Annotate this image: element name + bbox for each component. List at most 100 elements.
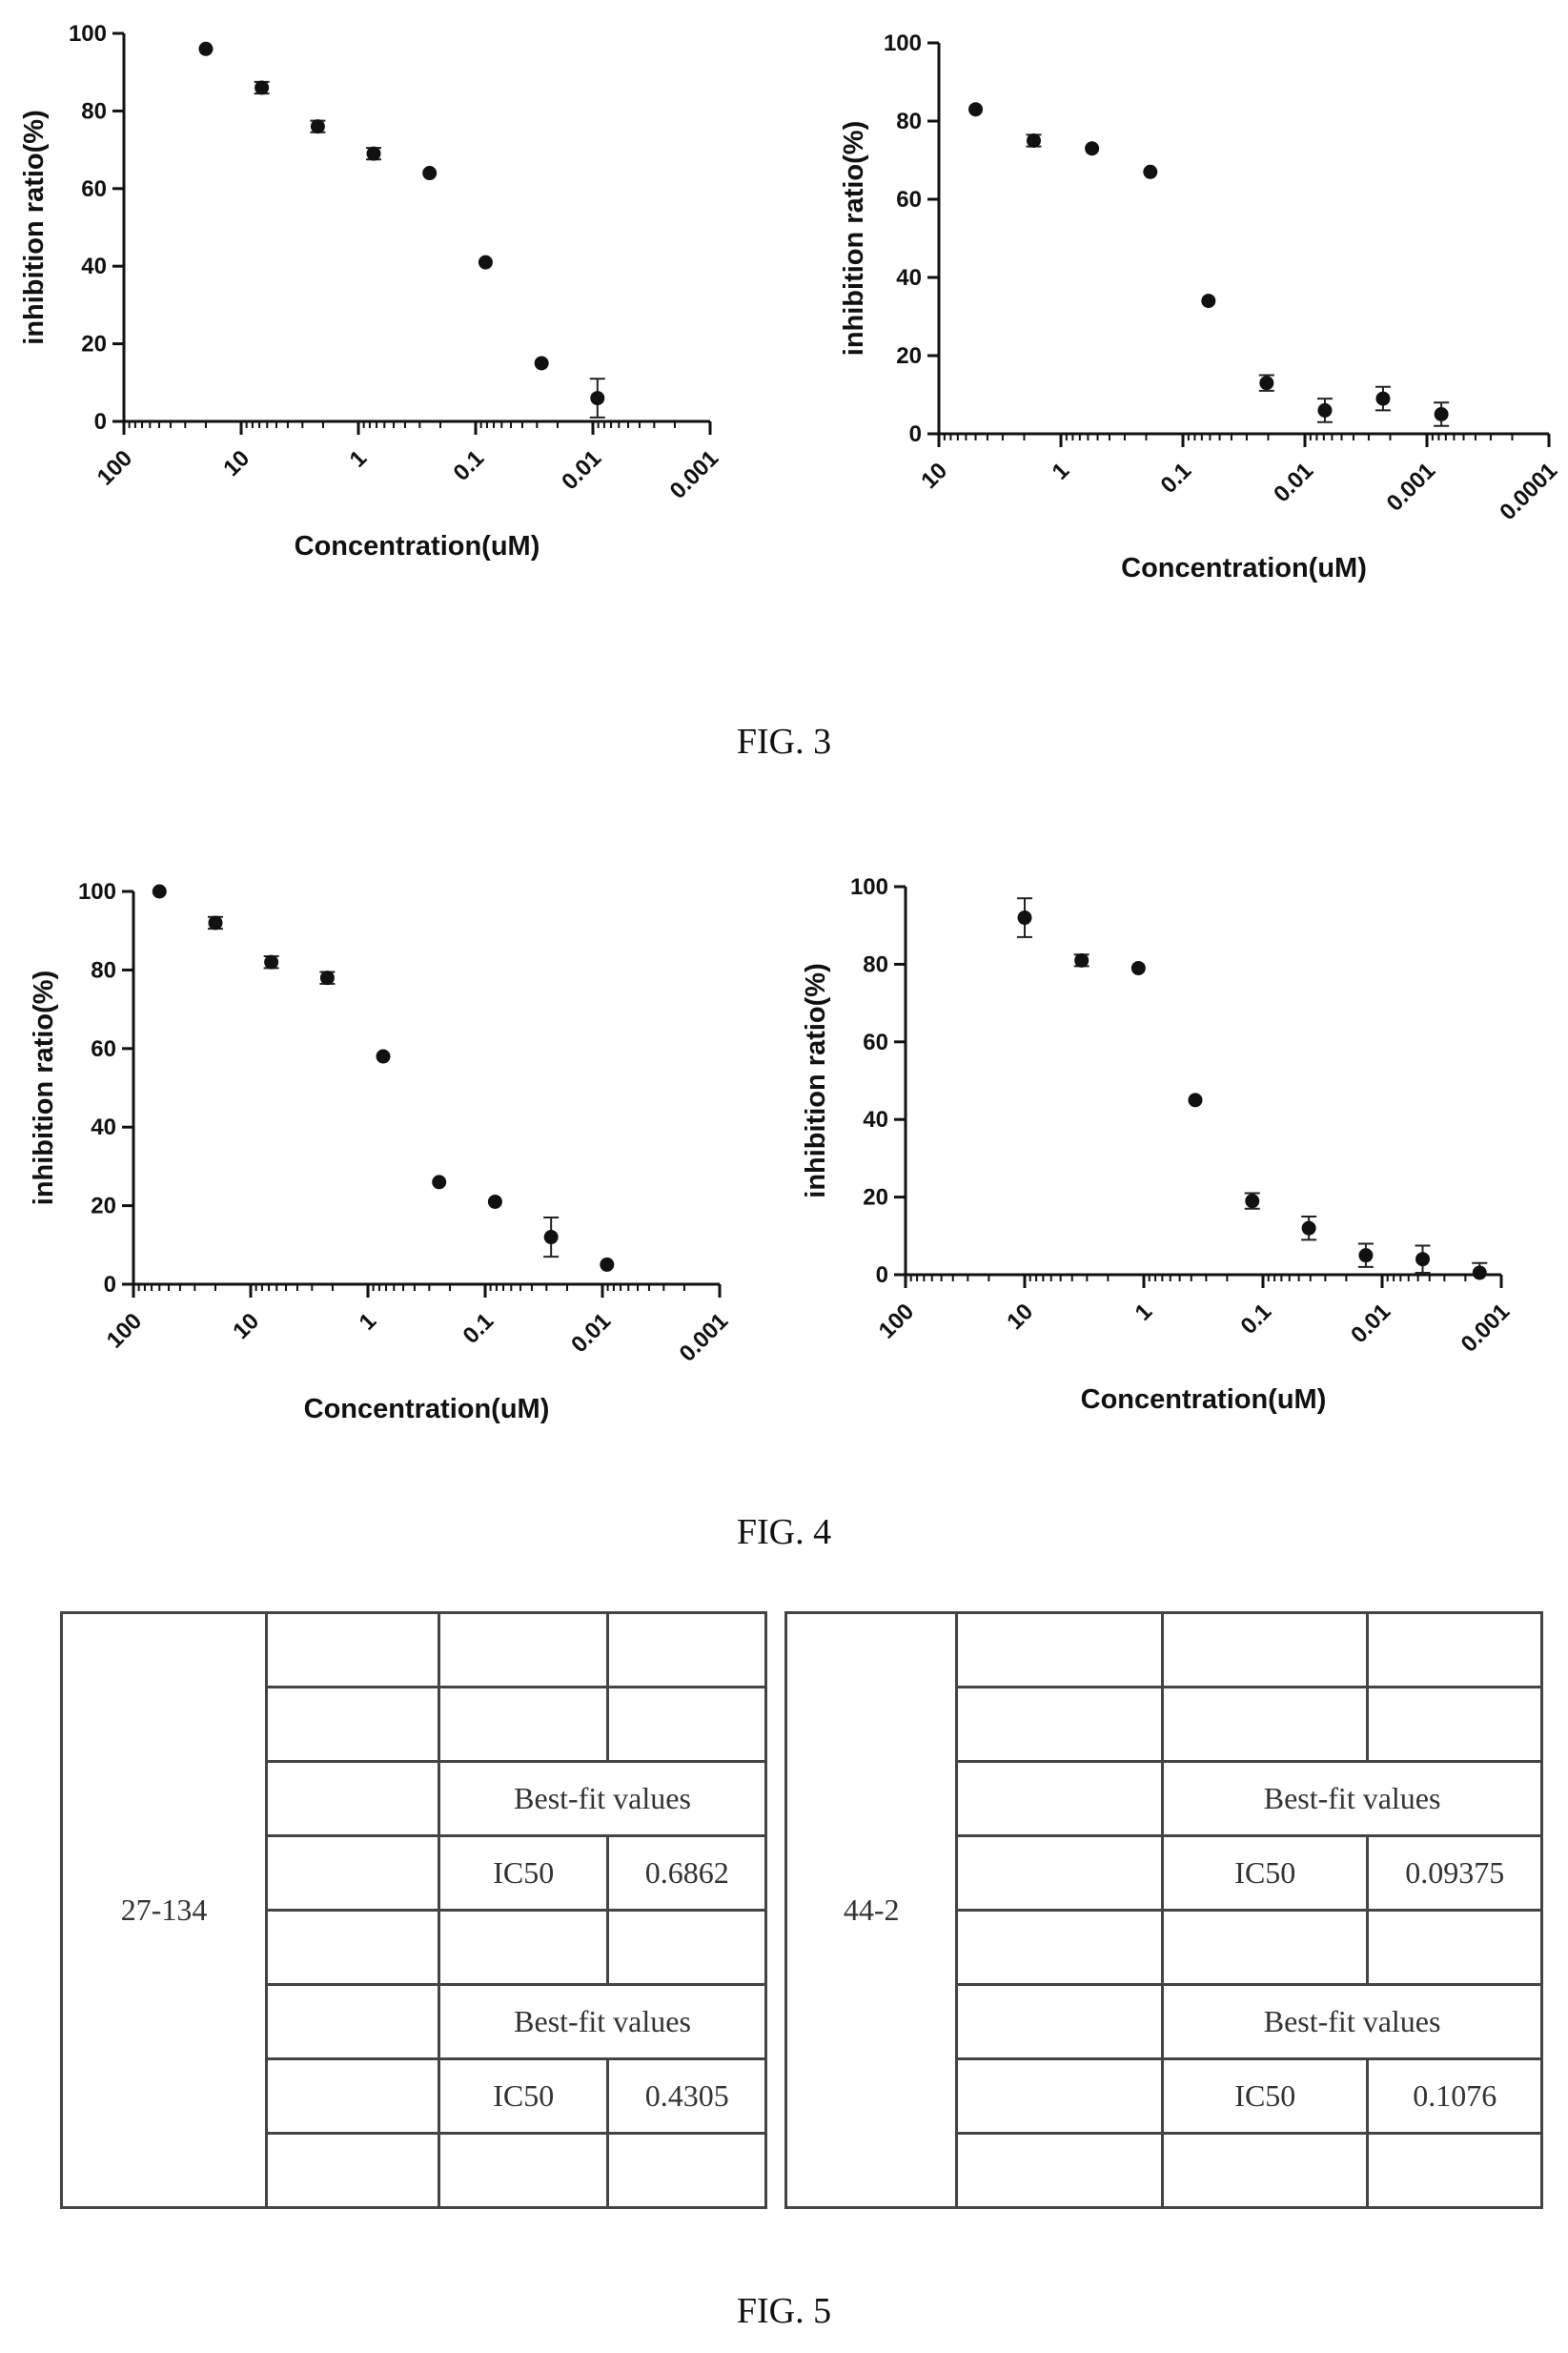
table-row bbox=[62, 1909, 767, 1986]
data-point bbox=[1143, 164, 1158, 179]
y-tick-label: 0 bbox=[876, 1262, 888, 1288]
x-tick-label: 0.1 bbox=[1236, 1299, 1277, 1340]
x-axis-title: Concentration(uM) bbox=[295, 531, 540, 562]
fig4-caption: FIG. 4 bbox=[736, 1512, 832, 1552]
table-row bbox=[62, 1686, 767, 1763]
data-point bbox=[1259, 376, 1274, 391]
data-point bbox=[366, 146, 381, 161]
y-tick-label: 100 bbox=[850, 874, 888, 900]
y-tick-label: 80 bbox=[863, 951, 888, 977]
data-point bbox=[198, 41, 214, 56]
y-tick-label: 20 bbox=[863, 1185, 888, 1211]
x-tick-label: 10 bbox=[218, 445, 255, 481]
data-point bbox=[432, 1175, 447, 1190]
table-row: Best-fit values bbox=[786, 1983, 1543, 2060]
x-tick-label: 100 bbox=[102, 1308, 147, 1353]
x-tick-label: 10 bbox=[1002, 1299, 1038, 1335]
table-row: IC50 0.4305 bbox=[62, 2057, 767, 2135]
ic50-value: 0.09375 bbox=[1366, 1834, 1543, 1912]
x-tick-label: 0.01 bbox=[566, 1308, 616, 1358]
table-row bbox=[786, 2132, 1543, 2209]
data-point bbox=[152, 884, 167, 899]
y-tick-label: 80 bbox=[896, 109, 922, 134]
x-tick-label: 10 bbox=[916, 458, 952, 494]
fig4-right-chart: 0 20 40 60 80 100 100 10 1 0.1 0.01 0.001 Concentrat… bbox=[801, 874, 1516, 1415]
y-tick-label: 0 bbox=[909, 421, 922, 447]
x-tick-label: 0.01 bbox=[1346, 1299, 1395, 1348]
y-axis-title: inhibition ratio(%) bbox=[29, 971, 59, 1205]
x-tick-label: 10 bbox=[228, 1308, 264, 1344]
data-point bbox=[1074, 952, 1089, 968]
y-tick-label: 40 bbox=[863, 1107, 888, 1133]
x-axis-title: Concentration(uM) bbox=[1081, 1384, 1327, 1415]
data-point bbox=[1301, 1220, 1316, 1236]
table-row bbox=[62, 2132, 767, 2209]
fig4-left-chart: 0 20 40 60 80 100 100 10 1 0.1 0.01 0.001 Concentrat… bbox=[29, 879, 733, 1424]
ic50-value: 0.1076 bbox=[1366, 2057, 1543, 2135]
data-point bbox=[1130, 960, 1146, 975]
x-tick-label: 0.001 bbox=[1456, 1299, 1516, 1358]
y-tick-label: 80 bbox=[91, 957, 116, 983]
data-point bbox=[1415, 1252, 1431, 1267]
table-row: IC50 0.09375 bbox=[786, 1834, 1543, 1912]
x-tick-label: 100 bbox=[874, 1299, 919, 1343]
y-axis-title: inhibition ratio(%) bbox=[19, 110, 50, 344]
x-axis-title: Concentration(uM) bbox=[1121, 553, 1367, 583]
data-point bbox=[543, 1230, 559, 1245]
table-row: 27-134 bbox=[59, 1611, 767, 2209]
data-point bbox=[1245, 1194, 1260, 1209]
x-tick-label: 0.0001 bbox=[1495, 458, 1562, 525]
x-axis-title: Concentration(uM) bbox=[304, 1394, 550, 1424]
data-point bbox=[264, 954, 279, 970]
compound-id: 44-2 bbox=[784, 1611, 959, 2209]
y-tick-label: 40 bbox=[81, 254, 107, 279]
best-fit-header: Best-fit values bbox=[1161, 1983, 1543, 2060]
table-row: 44-2 bbox=[784, 1611, 1543, 2209]
best-fit-header: Best-fit values bbox=[438, 1983, 767, 2060]
data-point bbox=[534, 356, 549, 371]
y-tick-label: 100 bbox=[69, 21, 107, 47]
x-tick-label: 0.001 bbox=[665, 445, 724, 504]
data-point bbox=[208, 915, 223, 931]
ic50-label: IC50 bbox=[438, 2057, 610, 2135]
x-tick-label: 0.1 bbox=[458, 1308, 499, 1349]
y-tick-label: 0 bbox=[94, 409, 107, 435]
data-point bbox=[310, 119, 325, 134]
data-point bbox=[590, 391, 605, 406]
y-tick-label: 100 bbox=[78, 879, 116, 905]
ic50-value: 0.6862 bbox=[606, 1834, 767, 1912]
y-tick-label: 40 bbox=[896, 265, 922, 291]
x-tick-label: 1 bbox=[1048, 458, 1075, 485]
y-tick-label: 20 bbox=[81, 332, 107, 358]
y-tick-label: 60 bbox=[863, 1030, 888, 1055]
table-row: Best-fit values bbox=[62, 1760, 767, 1837]
y-tick-label: 0 bbox=[104, 1272, 116, 1298]
x-tick-label: 1 bbox=[1130, 1299, 1158, 1326]
ic50-label: IC50 bbox=[1161, 2057, 1370, 2135]
data-point bbox=[478, 255, 493, 270]
table-44-2: 44-2 Best-fit values IC50 0.09375 Best-f… bbox=[784, 1611, 1543, 2209]
table-row: Best-fit values bbox=[786, 1760, 1543, 1837]
x-tick-label: 0.001 bbox=[1382, 458, 1441, 517]
y-tick-label: 40 bbox=[91, 1115, 116, 1140]
table-row bbox=[786, 1686, 1543, 1763]
data-point bbox=[1188, 1093, 1203, 1108]
y-tick-label: 60 bbox=[81, 176, 107, 202]
data-point bbox=[968, 102, 984, 117]
data-point bbox=[600, 1257, 615, 1272]
data-point bbox=[376, 1049, 391, 1064]
fig3-right-chart: 0 20 40 60 80 100 10 1 0.1 0.01 0.001 0.0001 Concent… bbox=[839, 31, 1562, 583]
best-fit-header: Best-fit values bbox=[438, 1760, 767, 1837]
x-tick-label: 0.1 bbox=[1156, 458, 1197, 499]
table-row: IC50 0.1076 bbox=[786, 2057, 1543, 2135]
x-tick-label: 0.01 bbox=[557, 445, 606, 495]
x-tick-label: 1 bbox=[345, 445, 373, 473]
data-point bbox=[1358, 1248, 1374, 1263]
table-row bbox=[786, 1909, 1543, 1986]
fig3-left-chart: 0 20 40 60 80 100 100 10 1 0.1 0.01 0.001 Concentrat… bbox=[19, 21, 724, 562]
compound-id: 27-134 bbox=[59, 1611, 269, 2209]
data-point bbox=[422, 166, 438, 181]
x-tick-label: 100 bbox=[92, 445, 137, 490]
y-axis-title: inhibition ratio(%) bbox=[801, 963, 831, 1197]
y-tick-label: 20 bbox=[896, 343, 922, 369]
